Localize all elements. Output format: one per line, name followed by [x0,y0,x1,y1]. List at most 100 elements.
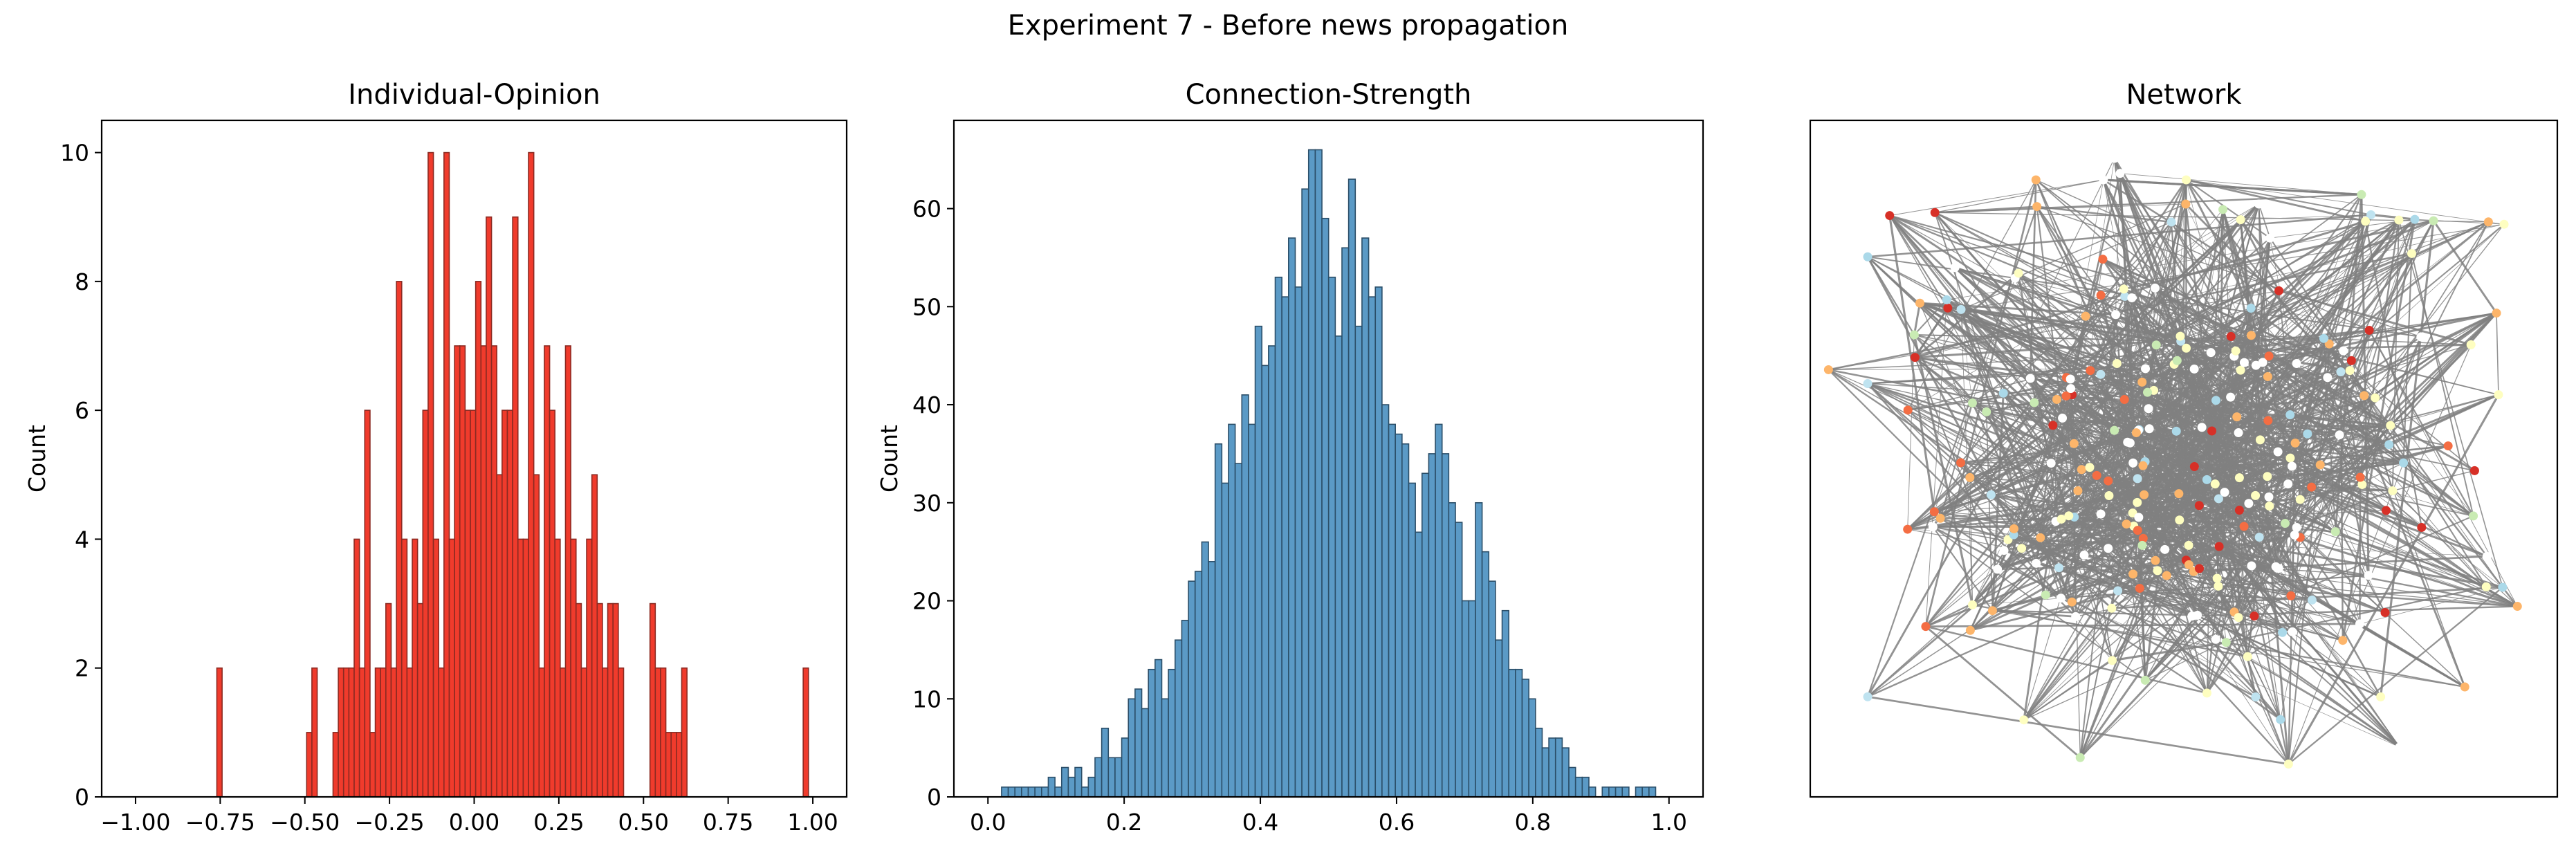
opinion-bar [464,410,471,798]
opinion-bar [311,667,318,798]
strength-x-tick-label: 0.4 [1242,809,1278,836]
strength-bar [1448,502,1456,798]
network-edge [1972,604,2248,658]
network-edge [2392,470,2475,492]
opinion-bar [306,732,313,798]
network-edge [1960,221,2172,311]
network-node [2384,440,2394,450]
network-edge [1914,334,2091,371]
network-edge [1907,203,2259,411]
opinion-x-tick-label: 0.25 [533,809,584,836]
opinion-x-tick-label: 0.75 [703,809,753,836]
strength-bar [1574,776,1583,798]
opinion-bar [607,603,614,798]
opinion-bar [570,538,577,798]
network-node [2482,551,2492,561]
network-node [2492,309,2501,318]
network-edge [2186,179,2371,216]
network-node [2108,656,2117,665]
network-node [2069,439,2079,448]
network-node [2206,348,2216,358]
network-edge [1925,623,2360,628]
network-node [2141,364,2151,374]
network-node [1863,252,1873,261]
strength-bar [1060,766,1069,798]
network-node [2246,303,2256,313]
network-node [2182,175,2191,185]
network-node [1956,458,1966,468]
strength-bar [1441,453,1450,798]
network-edge [2133,525,2227,643]
network-edge [2218,585,2518,607]
opinion-bar [533,474,540,798]
network-edge [1934,511,2295,535]
opinion-bar [475,281,482,798]
network-edge [2111,464,2321,609]
network-node [2071,612,2081,621]
network-node [2175,331,2185,341]
network-node [2112,359,2122,369]
network-edge [1888,215,1935,513]
network-node [2019,715,2029,725]
opinion-bar [676,732,683,798]
network-node [2264,351,2274,361]
opinion-bar [216,667,223,798]
network-edge [2173,220,2434,365]
strength-bar [1221,482,1229,798]
network-edge [2398,219,2503,588]
opinion-bar [549,410,556,798]
network-node [2481,582,2491,591]
network-edge [1913,334,2145,496]
opinion-bar [517,538,524,798]
strength-bar [1268,345,1276,798]
network-node [2067,597,2077,607]
network-edge [1828,350,2236,371]
network-node [2099,175,2108,185]
strength-bar [1528,698,1536,798]
network-edge [2023,549,2166,721]
network-edge [1960,462,2239,618]
opinion-bar [486,216,493,798]
network-node [2137,540,2147,550]
network-edge [2111,493,2180,661]
network-edge [2311,486,2386,512]
network-node [2134,513,2144,522]
network-node [2381,506,2391,515]
strength-bar [1381,404,1390,798]
network-edge [2103,178,2280,292]
network-node [1967,398,1977,408]
network-edge [1889,214,2155,289]
network-node [2288,627,2297,636]
network-edge [2061,444,2389,520]
network-node [2410,214,2420,224]
network-node [2255,435,2265,445]
strength-x-tick-label: 0.6 [1379,809,1415,836]
network-node [2236,365,2245,375]
network-node [2243,652,2252,661]
opinion-bar [380,667,387,798]
network-edge [2113,158,2252,567]
network-node [2048,421,2058,430]
strength-x-tick-label: 0.8 [1515,809,1551,836]
network-edge [1914,356,2290,765]
network-edge [1867,256,2421,338]
network-graph-panel [1809,119,2559,798]
network-node [2032,558,2041,568]
strength-bar [1027,787,1036,798]
network-node [2366,210,2376,219]
network-edge [2089,377,2328,468]
network-edge [1935,179,2104,213]
opinion-x-tick-label: −0.75 [185,809,255,836]
opinion-x-tick-label: 0.00 [449,809,499,836]
network-edge [1970,587,2140,632]
strength-bar [1614,787,1623,798]
strength-bar [1581,776,1590,798]
network-node [2359,391,2369,401]
network-edge [2240,219,2344,351]
network-edge [2100,513,2386,614]
strength-histogram-panel: 0.0 0.2 0.4 0.6 0.8 1.0 0 10 20 30 40 50 60 Count [876,119,1704,836]
network-node [2092,470,2101,480]
network-node [2202,475,2211,484]
opinion-bar [448,538,455,798]
network-node [2131,428,2141,438]
